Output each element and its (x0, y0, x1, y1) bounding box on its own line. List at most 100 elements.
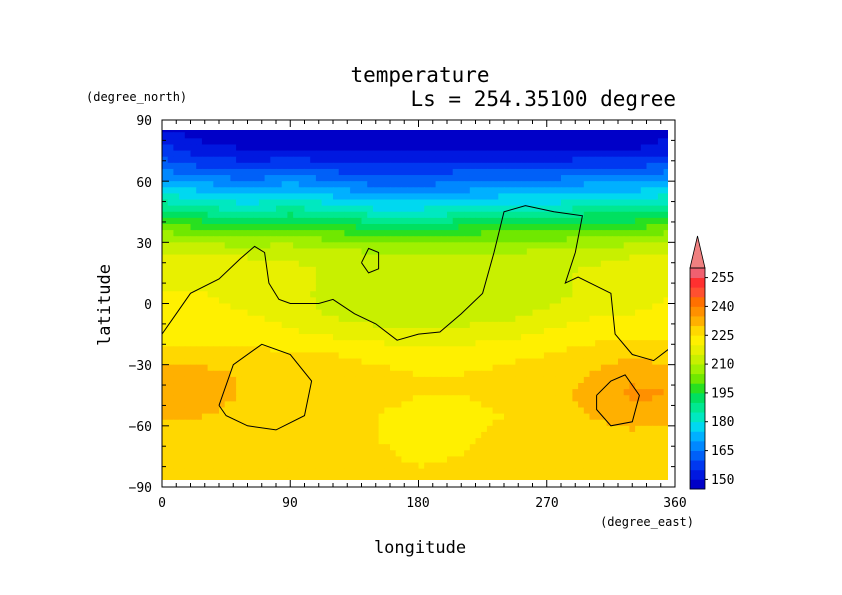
heatmap-cell (629, 291, 636, 298)
heatmap-cell (219, 236, 226, 243)
heatmap-cell (572, 193, 579, 201)
heatmap-cell (333, 217, 340, 225)
heatmap-cell (600, 230, 608, 237)
heatmap-cell (475, 315, 482, 323)
heatmap-cell (230, 168, 237, 176)
heatmap-cell (418, 254, 425, 262)
heatmap-cell (264, 266, 271, 274)
heatmap-cell (378, 327, 385, 335)
heatmap-cell (236, 425, 243, 433)
heatmap-cell (350, 211, 357, 219)
heatmap-cell (390, 236, 397, 243)
heatmap-cell (424, 223, 431, 231)
heatmap-cell (298, 303, 306, 311)
heatmap-cell (327, 321, 334, 329)
heatmap-cell (504, 211, 511, 219)
heatmap-cell (657, 303, 665, 311)
heatmap-cell (589, 272, 596, 280)
heatmap-cell (241, 309, 249, 317)
heatmap-cell (196, 444, 203, 451)
heatmap-cell (486, 272, 494, 280)
heatmap-cell (583, 217, 591, 225)
heatmap-cell (566, 138, 573, 146)
heatmap-cell (253, 376, 260, 384)
heatmap-cell (526, 242, 534, 250)
heatmap-cell (173, 181, 180, 188)
heatmap-cell (241, 211, 249, 219)
heatmap-cell (407, 248, 414, 256)
heatmap-cell (481, 260, 488, 268)
heatmap-cell (407, 413, 414, 421)
heatmap-cell (333, 120, 339, 127)
heatmap-cell (327, 352, 334, 360)
heatmap-cell (492, 309, 499, 317)
heatmap-cell (190, 297, 197, 305)
heatmap-cell (515, 364, 522, 372)
heatmap-cell (595, 346, 602, 354)
heatmap-cell (179, 187, 186, 194)
heatmap-cell (600, 309, 608, 317)
heatmap-cell (355, 376, 363, 384)
heatmap-cell (452, 254, 459, 262)
heatmap-cell (600, 150, 608, 158)
heatmap-cell (395, 130, 402, 133)
heatmap-cell (236, 272, 243, 280)
heatmap-cell (213, 340, 220, 347)
heatmap-cell (481, 266, 488, 274)
heatmap-cell (549, 370, 556, 378)
heatmap-cell (361, 187, 368, 194)
heatmap-cell (657, 181, 665, 188)
heatmap-cell (504, 236, 511, 243)
heatmap-cell (600, 205, 608, 213)
heatmap-cell (190, 144, 197, 152)
heatmap-cell (447, 340, 454, 347)
heatmap-cell (361, 156, 368, 164)
heatmap-cell (464, 223, 471, 231)
heatmap-cell (310, 223, 317, 231)
heatmap-cell (657, 395, 665, 402)
heatmap-cell (384, 175, 391, 182)
heatmap-cell (418, 205, 425, 213)
heatmap-cell (424, 260, 431, 268)
heatmap-cell (566, 144, 573, 152)
heatmap-cell (173, 358, 180, 366)
heatmap-cell (338, 266, 345, 274)
heatmap-cell (407, 346, 414, 354)
heatmap-cell (315, 315, 323, 323)
heatmap-cell (236, 150, 243, 158)
heatmap-cell (543, 266, 551, 274)
heatmap-cell (207, 248, 214, 256)
heatmap-cell (492, 138, 499, 146)
heatmap-cell (321, 401, 328, 409)
heatmap-cell (458, 383, 465, 390)
heatmap-cell (407, 340, 414, 347)
heatmap-cell (224, 358, 231, 366)
heatmap-cell (293, 456, 300, 464)
heatmap-cell (515, 327, 522, 335)
heatmap-cell (561, 419, 568, 427)
heatmap-cell (509, 444, 516, 451)
heatmap-cell (538, 444, 545, 451)
heatmap-cell (338, 327, 345, 335)
heatmap-cell (390, 162, 397, 170)
heatmap-cell (566, 383, 573, 390)
heatmap-cell (561, 285, 568, 292)
heatmap-cell (412, 438, 420, 445)
heatmap-cell (207, 456, 214, 464)
heatmap-cell (207, 156, 214, 164)
heatmap-cell (441, 272, 448, 280)
heatmap-cell (435, 211, 442, 219)
heatmap-cell (270, 401, 277, 409)
heatmap-cell (230, 242, 237, 250)
heatmap-cell (236, 315, 243, 323)
heatmap-cell (253, 401, 260, 409)
heatmap-cell (321, 211, 328, 219)
heatmap-cell (179, 205, 186, 213)
heatmap-cell (338, 438, 345, 445)
heatmap-cell (293, 230, 300, 237)
heatmap-cell (612, 376, 619, 384)
heatmap-cell (355, 156, 363, 164)
heatmap-cell (441, 230, 448, 237)
heatmap-cell (618, 130, 625, 133)
heatmap-cell (572, 370, 579, 378)
